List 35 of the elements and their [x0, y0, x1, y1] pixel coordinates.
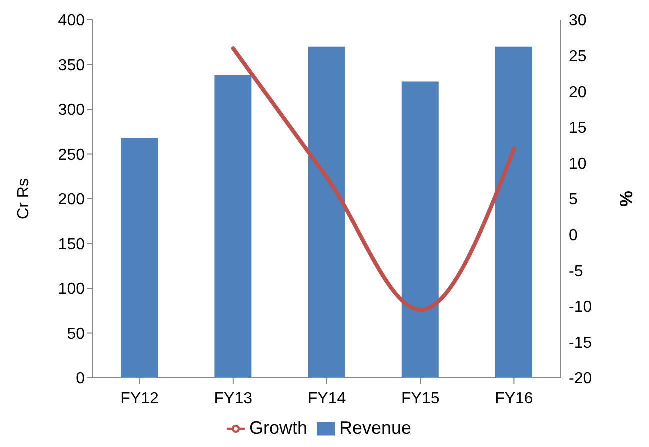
y-tick-label: 200 — [58, 192, 86, 209]
y2-tick-label: 5 — [569, 192, 578, 209]
bar — [495, 46, 532, 378]
y-axis-title: Cr Rs — [16, 178, 33, 220]
legend-label: Revenue — [339, 418, 412, 438]
y-tick-label: 250 — [58, 146, 86, 164]
y-tick-label: 150 — [58, 236, 86, 254]
y-tick-label: 50 — [67, 326, 86, 343]
y-tick-label: 350 — [58, 57, 86, 74]
x-tick-label: FY15 — [401, 390, 440, 408]
y2-tick-label: 10 — [569, 156, 587, 173]
y2-tick-label: 30 — [569, 12, 587, 30]
y-tick-label: 300 — [58, 102, 86, 120]
y2-tick-label: 0 — [569, 227, 578, 244]
bar — [214, 75, 252, 378]
y2-tick-label: -5 — [569, 263, 584, 280]
bar — [402, 82, 439, 378]
bar — [121, 138, 158, 378]
y2-axis-title: % — [616, 190, 636, 208]
x-tick-label: FY16 — [495, 390, 534, 408]
y-tick-label: 0 — [76, 370, 86, 388]
x-tick-label: FY12 — [120, 390, 160, 408]
y2-tick-label: -10 — [569, 299, 592, 316]
y2-tick-label: 15 — [569, 120, 587, 138]
x-tick-label: FY13 — [214, 390, 253, 408]
y2-tick-label: 20 — [569, 84, 587, 102]
line-series — [231, 46, 516, 312]
x-tick-label: FY14 — [308, 390, 346, 408]
bar — [308, 46, 346, 378]
y-tick-label: 100 — [58, 281, 86, 298]
y2-tick-label: -20 — [569, 370, 592, 388]
y2-tick-label: 25 — [569, 48, 587, 66]
y-tick-label: 400 — [58, 12, 86, 30]
y2-tick-label: -15 — [569, 334, 592, 352]
legend-label: Growth — [249, 418, 308, 438]
